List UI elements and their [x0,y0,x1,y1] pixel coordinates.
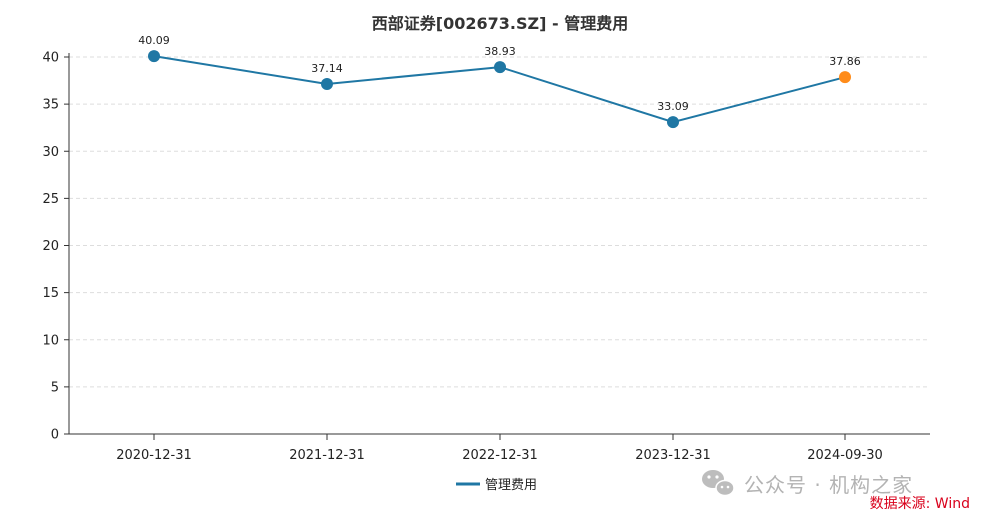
data-point [839,71,851,84]
data-label: 40.09 [138,34,170,47]
data-point [667,116,679,129]
chart-title: 西部证券[002673.SZ] - 管理费用 [372,14,628,33]
data-label: 38.93 [484,45,516,58]
data-label: 37.86 [829,55,861,68]
x-tick-label: 2024-09-30 [807,448,883,463]
data-label: 33.09 [657,100,689,113]
data-point [148,50,160,63]
y-tick-label: 10 [42,333,59,348]
legend-label: 管理费用 [485,478,537,493]
y-tick-label: 20 [42,239,59,254]
watermark-text: 公众号 · 机构之家 [744,473,913,497]
y-tick-label: 25 [42,192,59,207]
data-point [494,61,506,74]
x-tick-label: 2023-12-31 [635,448,711,463]
y-tick-label: 30 [42,145,59,160]
wechat-icon [702,470,735,497]
data-point [321,77,333,90]
source-label: 数据来源: Wind [870,496,970,512]
legend: 管理费用 [456,478,537,493]
y-tick-label: 35 [42,98,59,113]
y-tick-label: 5 [51,380,59,395]
y-axis-ticks: 0 5 10 15 20 25 30 35 40 [42,51,69,443]
y-tick-label: 0 [51,428,59,443]
x-tick-label: 2020-12-31 [116,448,192,463]
x-tick-label: 2021-12-31 [289,448,365,463]
watermark: 公众号 · 机构之家 [702,470,913,497]
gridlines [69,56,930,388]
y-tick-label: 40 [42,51,59,66]
axes [68,53,930,435]
y-tick-label: 15 [42,286,59,301]
series-layer: 40.09 37.14 38.93 33.09 37.86 [138,34,861,129]
x-axis-ticks: 2020-12-31 2021-12-31 2022-12-31 2023-12-31… [116,434,883,463]
data-label: 37.14 [311,62,343,75]
x-tick-label: 2022-12-31 [462,448,538,463]
